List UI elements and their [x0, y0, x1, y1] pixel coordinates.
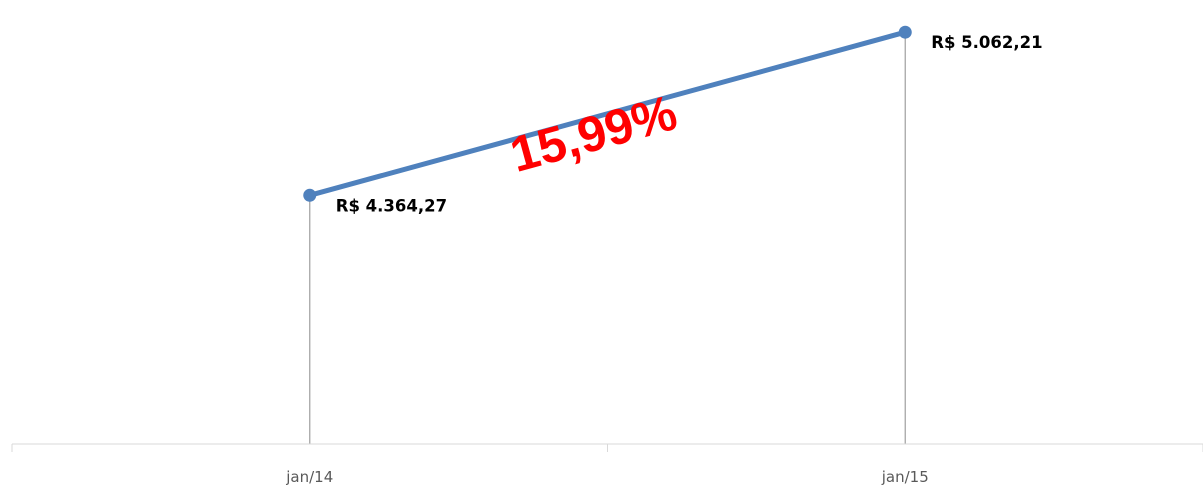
series — [303, 25, 912, 202]
data-point — [898, 25, 912, 39]
data-label: R$ 4.364,27 — [336, 196, 447, 215]
x-tick-label: jan/14 — [285, 468, 333, 486]
data-labels: R$ 4.364,27 R$ 5.062,21 — [336, 33, 1043, 215]
data-label: R$ 5.062,21 — [931, 33, 1042, 52]
data-point — [303, 188, 317, 202]
growth-annotation: 15,99% — [504, 84, 682, 183]
x-tick-label: jan/15 — [881, 468, 929, 486]
x-axis: jan/14 jan/15 — [11, 443, 1203, 486]
drop-lines — [309, 32, 906, 444]
series-line — [307, 29, 908, 198]
